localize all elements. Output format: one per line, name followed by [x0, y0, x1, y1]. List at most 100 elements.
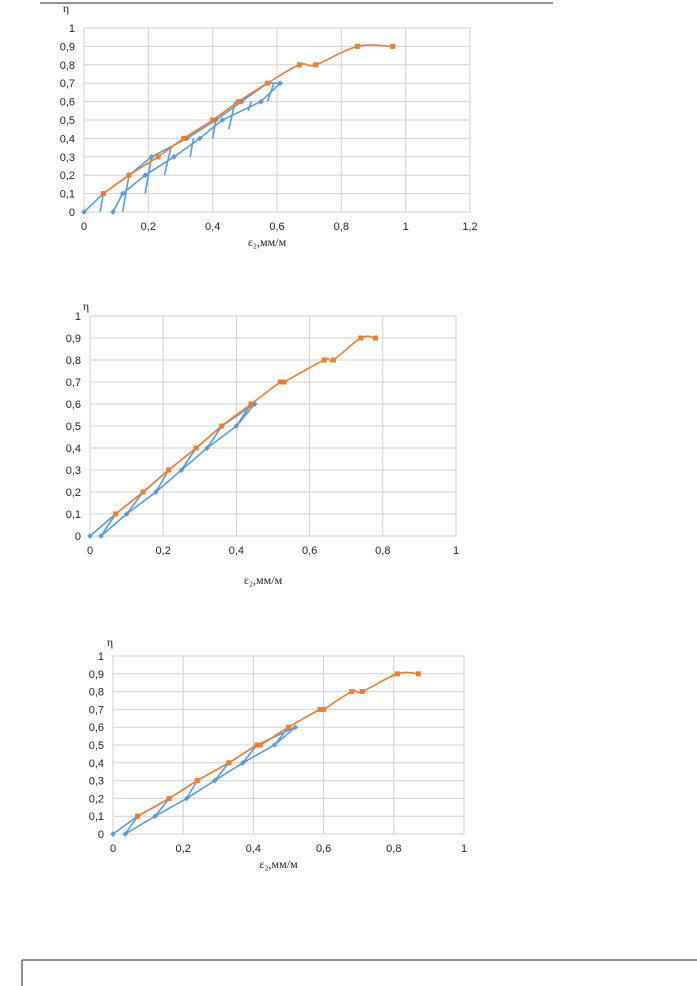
y-tick-label: 0,8: [89, 687, 104, 699]
chart-2: 0 0,1 0,2 0,3 0,4 0,5 0,6 0,7 0,8 0,9 1 0 0,2 0,4 0,6 0…: [66, 299, 459, 587]
x-tick-label: 0,6: [316, 843, 331, 855]
series-line: [189, 138, 195, 157]
series-loading-curve: [113, 335, 378, 517]
data-point: [372, 335, 378, 341]
data-point: [292, 724, 299, 731]
series-cycle-2: [124, 815, 139, 835]
y-tick-label: 0: [69, 207, 75, 219]
data-point: [119, 190, 126, 197]
data-point: [148, 153, 155, 160]
x-tick-label: 0,8: [375, 545, 390, 557]
data-point: [277, 379, 283, 385]
y-tick-label: 0,5: [89, 740, 104, 752]
series-cycle-4: [155, 469, 170, 493]
data-point: [321, 357, 327, 363]
x-tick-label: 0,4: [246, 843, 261, 855]
data-point: [135, 813, 141, 819]
data-point: [286, 724, 291, 730]
y-tick-label: 0,4: [60, 133, 75, 145]
x-tick-label: 0,2: [156, 545, 171, 557]
y-tick-label: 0,1: [60, 189, 75, 201]
y-tick-label: 0,7: [89, 704, 104, 716]
y-tick-label: 0,4: [89, 758, 104, 770]
x-tick-label: 1: [461, 843, 467, 855]
y-axis-label: η: [107, 635, 113, 649]
data-point: [358, 335, 364, 341]
data-point: [181, 135, 187, 141]
series-cycle-1: [81, 80, 284, 215]
data-point: [281, 379, 287, 385]
x-tick-label: 1: [453, 545, 459, 557]
data-point: [100, 191, 106, 197]
data-point: [210, 117, 216, 123]
series-cycle-7: [211, 119, 217, 139]
plot-frame: [83, 27, 471, 213]
data-point: [110, 831, 116, 837]
series-cycle-6: [189, 138, 195, 157]
series-line: [180, 447, 197, 471]
x-tick-label: 0,4: [205, 221, 220, 233]
data-point: [349, 689, 355, 695]
series-cycle-7: [273, 726, 290, 746]
data-point: [248, 401, 254, 407]
series-cycle-3: [154, 797, 170, 817]
data-point: [140, 489, 146, 495]
x-tick-label: 0,6: [269, 221, 284, 233]
series-line: [163, 147, 172, 176]
x-tick-label: 0,8: [334, 221, 349, 233]
series-line: [100, 513, 117, 537]
data-point: [277, 80, 284, 87]
y-tick-label: 0,8: [60, 60, 75, 72]
data-point: [81, 209, 87, 215]
x-tick-label: 0,2: [141, 221, 156, 233]
series-line: [247, 101, 253, 112]
series-cycle-4: [144, 156, 153, 194]
data-point: [196, 135, 203, 142]
data-point: [390, 43, 396, 49]
y-tick-label: 1: [75, 311, 81, 323]
series-line: [206, 425, 223, 449]
series-line: [235, 403, 252, 427]
series-cycle-5: [180, 447, 197, 471]
series-cycle-8: [228, 101, 236, 130]
y-tick-label: 0,6: [66, 399, 81, 411]
series-cycle-2: [100, 513, 117, 537]
series-line: [228, 101, 236, 130]
data-point: [297, 62, 303, 68]
series-cycle-7: [235, 403, 252, 427]
series-line: [242, 744, 258, 764]
series-line: [214, 762, 230, 782]
series-line: [211, 119, 217, 139]
y-tick-label: 0,9: [60, 41, 75, 53]
y-tick-label: 0,4: [66, 443, 81, 455]
plot-frame: [89, 315, 457, 537]
series-line: [144, 156, 153, 194]
series-line: [99, 193, 105, 213]
y-tick-label: 0,9: [66, 333, 81, 345]
y-axis-label: η: [83, 299, 89, 313]
series-line: [125, 491, 144, 515]
data-point: [166, 467, 172, 473]
series-line: [186, 780, 198, 799]
y-tick-label: 0: [98, 829, 104, 841]
x-tick-label: 0: [87, 545, 93, 557]
data-point: [235, 99, 241, 105]
plot-frame: [112, 655, 465, 835]
data-point: [313, 62, 319, 68]
data-point: [394, 671, 400, 677]
data-point: [354, 43, 360, 49]
data-point: [258, 98, 264, 105]
series-cycle-5: [163, 147, 172, 176]
series-line: [102, 44, 393, 195]
series-line: [121, 175, 130, 213]
y-tick-label: 1: [98, 651, 104, 663]
y-tick-label: 0,7: [66, 377, 81, 389]
series-cycle-6: [242, 744, 258, 764]
series-line: [155, 469, 170, 493]
data-point: [113, 511, 119, 517]
y-tick-label: 0: [75, 531, 81, 543]
series-cycle-5: [214, 762, 230, 782]
series-cycle-9: [247, 101, 253, 112]
data-point: [155, 154, 161, 160]
